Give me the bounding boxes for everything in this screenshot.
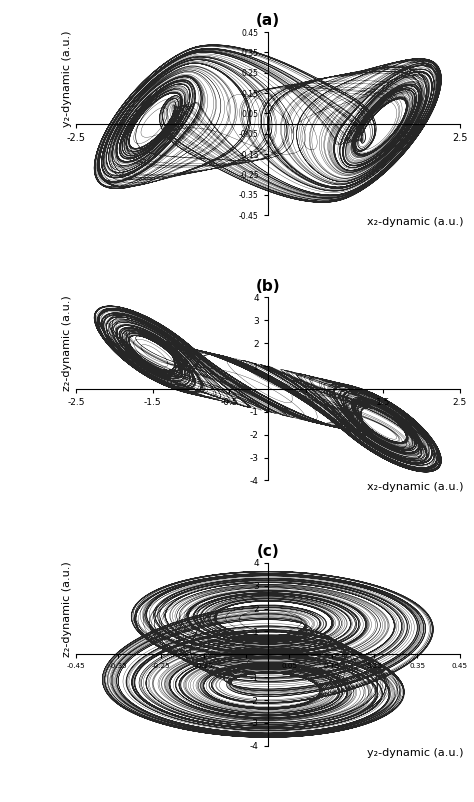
Text: (a): (a) xyxy=(256,14,280,28)
X-axis label: x₂-dynamic (a.u.): x₂-dynamic (a.u.) xyxy=(367,217,464,227)
Text: (c): (c) xyxy=(256,545,279,559)
Y-axis label: y₂-dynamic (a.u.): y₂-dynamic (a.u.) xyxy=(62,30,72,127)
X-axis label: y₂-dynamic (a.u.): y₂-dynamic (a.u.) xyxy=(367,747,464,758)
Y-axis label: z₂-dynamic (a.u.): z₂-dynamic (a.u.) xyxy=(62,561,72,657)
X-axis label: x₂-dynamic (a.u.): x₂-dynamic (a.u.) xyxy=(367,482,464,492)
Text: (b): (b) xyxy=(255,279,280,294)
Y-axis label: z₂-dynamic (a.u.): z₂-dynamic (a.u.) xyxy=(62,296,72,391)
